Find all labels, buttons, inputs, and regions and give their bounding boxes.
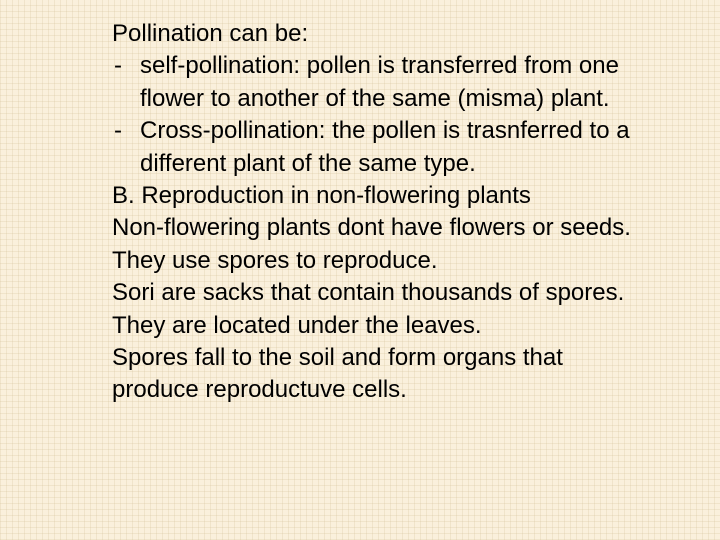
bullet-text: self-pollination: pollen is transferred …: [140, 50, 632, 115]
slide-body: Pollination can be: - self-pollination: …: [112, 18, 632, 407]
body-paragraph: Sori are sacks that contain thousands of…: [112, 277, 632, 342]
slide: Pollination can be: - self-pollination: …: [0, 0, 720, 540]
section-heading: B. Reproduction in non-flowering plants: [112, 180, 632, 212]
bullet-text: Cross-pollination: the pollen is trasnfe…: [140, 115, 632, 180]
bullet-item: - self-pollination: pollen is transferre…: [112, 50, 632, 115]
body-paragraph: Non-flowering plants dont have flowers o…: [112, 212, 632, 277]
bullet-dash-icon: -: [112, 115, 140, 180]
body-paragraph: Spores fall to the soil and form organs …: [112, 342, 632, 407]
bullet-item: - Cross-pollination: the pollen is trasn…: [112, 115, 632, 180]
intro-line: Pollination can be:: [112, 18, 632, 50]
bullet-dash-icon: -: [112, 50, 140, 115]
